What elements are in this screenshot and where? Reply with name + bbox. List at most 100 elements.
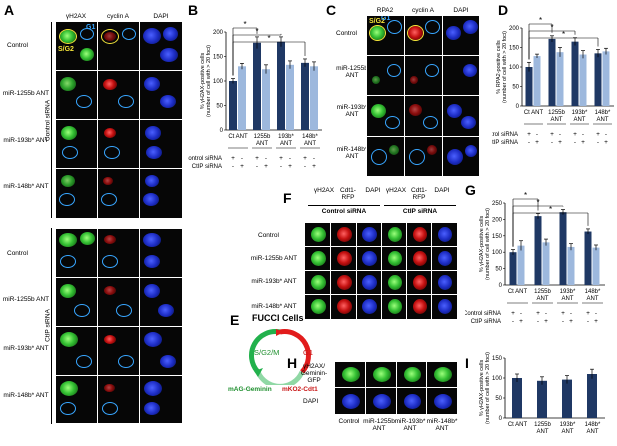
- sirna-sign: +: [312, 163, 316, 170]
- sig-star: *: [549, 205, 552, 214]
- arrow-head-icon: [254, 368, 263, 377]
- panel-h-col-1: Control: [338, 418, 360, 425]
- sirna-sign: +: [231, 155, 235, 162]
- image-cell: [139, 228, 183, 278]
- nucleus-blob: [311, 299, 326, 314]
- bar: [584, 231, 592, 285]
- sirna-sign: -: [265, 155, 267, 162]
- image-cell: [139, 277, 183, 327]
- nucleus-blob: [60, 332, 78, 347]
- image-cell: [366, 136, 405, 177]
- sirna-sign: -: [304, 163, 306, 170]
- sirna-row-label: CtIP siRNA: [471, 319, 501, 325]
- g1-outline: [425, 64, 439, 77]
- y-tick-label: 150: [509, 46, 520, 52]
- y-axis-label: % γH2AX-positive cells: [479, 215, 485, 272]
- nucleus-blob: [103, 177, 113, 185]
- nucleus-blob: [160, 95, 176, 108]
- y-tick-label: 50: [512, 85, 519, 91]
- x-tick-label: 1255b: [534, 422, 551, 428]
- g1-label: G1: [381, 15, 391, 22]
- nucleus-blob: [388, 275, 402, 290]
- panel-a-group-control-sirna: Control siRNA: [44, 99, 52, 142]
- y-tick-label: 100: [492, 250, 503, 256]
- sirna-sign: -: [587, 318, 589, 325]
- nucleus-blob: [104, 335, 116, 344]
- y-tick-label: 100: [213, 79, 224, 85]
- panel-f-group-ctip: CtIP siRNA: [402, 208, 438, 215]
- nucleus-blob: [144, 77, 160, 91]
- fucci-title: FUCCI Cells: [252, 313, 304, 323]
- nucleus-blob: [438, 299, 452, 314]
- panel-a-group-ctip-sirna: CtIP siRNA: [44, 309, 52, 342]
- sirna-sign: -: [528, 139, 530, 146]
- g1-outline: [102, 402, 118, 415]
- nucleus-blob: [362, 275, 377, 290]
- y-tick-label: 50: [495, 396, 502, 402]
- y-tick-label: 50: [495, 267, 502, 273]
- sig-star: *: [539, 16, 542, 25]
- panel-a-grid-control: S/G2 G1: [55, 21, 183, 219]
- nucleus-blob: [410, 76, 418, 84]
- sirna-sign: -: [256, 163, 258, 170]
- control-sirna-underline: [308, 205, 380, 206]
- bar: [229, 81, 237, 130]
- sirna-sign: +: [527, 131, 531, 138]
- image-cell: [139, 326, 183, 376]
- panel-h-col-3: miR-193b* ANT: [394, 418, 426, 432]
- fucci-geminin: mAG-Geminin: [228, 386, 272, 393]
- sig-star: *: [550, 23, 553, 32]
- nucleus-blob: [413, 275, 427, 290]
- sirna-sign: +: [558, 139, 562, 146]
- sirna-sign: -: [313, 155, 315, 162]
- bar: [556, 52, 564, 106]
- g1-outline: [371, 149, 387, 165]
- sirna-sign: -: [537, 318, 539, 325]
- nucleus-blob: [103, 79, 117, 90]
- x-tick-label: Ct ANT: [228, 134, 248, 140]
- y-axis-label: (number of cell with > 20 foci): [502, 31, 508, 103]
- chart-i: 0 50 100 150 % γH2AX-positive cells (number o…: [479, 352, 605, 435]
- sirna-sign: -: [570, 310, 572, 317]
- ctip-sirna-underline: [384, 205, 456, 206]
- bar: [512, 378, 522, 418]
- x-tick-label: ANT: [304, 141, 316, 147]
- panel-f-label: F: [283, 190, 292, 206]
- y-axis-label: % γH2AX-positive cells: [200, 52, 206, 109]
- nucleus-blob: [160, 355, 176, 368]
- panel-a-col-cyclina: cyclin A: [106, 13, 130, 20]
- nucleus-blob: [465, 145, 477, 157]
- nucleus-blob: [145, 126, 161, 140]
- image-cell: [55, 375, 98, 424]
- image-cell: S/G2 G1: [55, 21, 98, 71]
- nucleus-blob: [144, 284, 160, 298]
- image-cell: [404, 95, 443, 137]
- g1-outline: [409, 149, 425, 165]
- chart-b: 0 50 100 150 200 % γH2AX-positive cells (numbe…: [188, 20, 322, 170]
- image-cell: [55, 70, 98, 120]
- nucleus-blob: [160, 48, 178, 62]
- panel-f-col-6: DAPI: [434, 187, 450, 194]
- sirna-sign: +: [550, 131, 554, 138]
- bar: [533, 56, 541, 106]
- nucleus-blob: [104, 286, 116, 295]
- nucleus-blob: [60, 77, 76, 91]
- nucleus-blob: [373, 394, 391, 409]
- sirna-sign: -: [562, 318, 564, 325]
- panel-f-col-2: Cdt1- RFP: [340, 187, 356, 201]
- bar: [559, 212, 567, 285]
- nucleus-blob: [104, 235, 116, 244]
- nucleus-blob: [388, 299, 402, 314]
- image-cell: [404, 136, 443, 177]
- image-cell: [97, 119, 140, 169]
- panel-a-row-control: Control: [7, 42, 28, 49]
- y-tick-label: 150: [492, 356, 503, 362]
- image-cell: S/G2 G1: [366, 15, 405, 56]
- g1-label: G1: [86, 24, 96, 31]
- sg2-outline: [101, 29, 119, 44]
- nucleus-blob: [337, 251, 352, 266]
- g1-outline: [76, 355, 92, 368]
- nucleus-blob: [342, 394, 360, 409]
- nucleus-blob: [143, 28, 161, 44]
- sg2-outline: [369, 25, 386, 41]
